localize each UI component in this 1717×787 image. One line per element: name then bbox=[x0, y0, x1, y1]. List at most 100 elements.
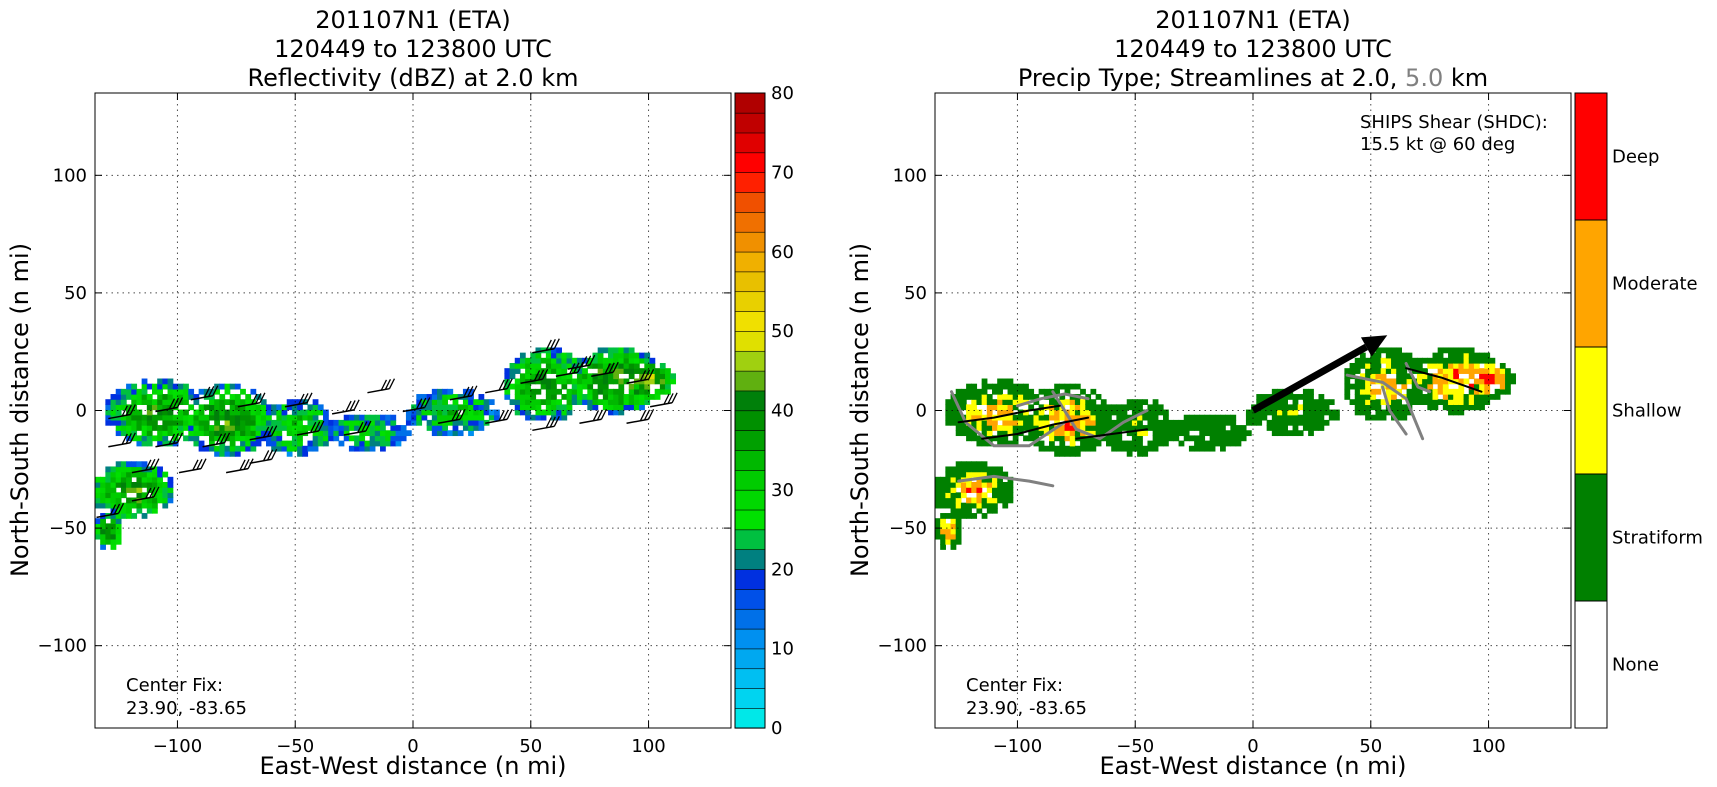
wind-barb bbox=[449, 385, 478, 401]
echo-cell bbox=[623, 368, 630, 374]
echo-cell bbox=[323, 440, 329, 447]
echo-cell bbox=[649, 394, 656, 400]
echo-cell bbox=[592, 373, 599, 380]
precip-cell bbox=[1194, 445, 1200, 452]
precip-cell bbox=[1225, 414, 1231, 421]
echo-cell bbox=[177, 414, 184, 421]
precip-cell bbox=[1442, 404, 1449, 411]
echo-cell bbox=[592, 394, 599, 400]
echo-cell bbox=[234, 450, 241, 457]
precip-cell bbox=[981, 378, 988, 385]
echo-cell bbox=[183, 399, 189, 405]
precip-cell bbox=[1328, 399, 1335, 405]
wind-barb-flag bbox=[467, 386, 474, 397]
precip-cell bbox=[940, 487, 946, 493]
precip-cell bbox=[1152, 445, 1159, 452]
precip-cell bbox=[966, 394, 972, 400]
streamline-5km bbox=[1404, 362, 1432, 394]
echo-cell bbox=[297, 440, 303, 447]
category-label: None bbox=[1612, 655, 1659, 676]
shear-value: 15.5 kt @ 60 deg bbox=[1360, 134, 1515, 155]
echo-cell bbox=[177, 425, 184, 431]
echo-cell bbox=[561, 414, 568, 421]
echo-cell bbox=[146, 507, 153, 514]
echo-cell bbox=[250, 414, 257, 421]
precip-cell bbox=[1147, 425, 1154, 431]
echo-cell bbox=[100, 544, 106, 550]
echo-cell bbox=[177, 419, 184, 426]
wind-barb-flag bbox=[549, 339, 556, 350]
echo-cell bbox=[110, 466, 117, 473]
precip-cell bbox=[986, 466, 993, 473]
echo-cell bbox=[654, 373, 661, 380]
wind-barb bbox=[532, 338, 560, 354]
precip-cell bbox=[1152, 425, 1159, 431]
streamlines bbox=[950, 362, 1483, 488]
echo-cell bbox=[385, 435, 391, 442]
wind-barb-flag bbox=[263, 450, 270, 461]
echo-cell bbox=[167, 409, 174, 416]
precip-cell bbox=[945, 466, 952, 473]
wind-barb-flag bbox=[451, 410, 458, 421]
echo-cell bbox=[442, 409, 448, 416]
echo-cell bbox=[193, 414, 200, 421]
echo-cell bbox=[157, 383, 163, 390]
precip-cell bbox=[1499, 388, 1506, 395]
echo-cell bbox=[234, 409, 241, 416]
precip-cell bbox=[1251, 419, 1257, 426]
precip-cell bbox=[1209, 425, 1216, 431]
precip-cell bbox=[1152, 404, 1159, 411]
precip-cell bbox=[1370, 352, 1377, 359]
echo-cell bbox=[369, 445, 376, 452]
echo-cell bbox=[312, 414, 319, 421]
echo-cell bbox=[354, 435, 360, 442]
echo-cell bbox=[509, 399, 516, 405]
precip-cell bbox=[1002, 487, 1009, 493]
precip-cell bbox=[1277, 414, 1283, 421]
echo-cell bbox=[234, 430, 241, 437]
precip-cell bbox=[1411, 362, 1418, 369]
echo-cell bbox=[162, 502, 169, 509]
precip-cell bbox=[1069, 414, 1076, 421]
precip-cell bbox=[1479, 404, 1485, 411]
precip-cell bbox=[1080, 419, 1086, 426]
precip-cell bbox=[1427, 399, 1434, 405]
precip-cell bbox=[1437, 383, 1444, 390]
precip-cell bbox=[1126, 440, 1133, 447]
precip-cell bbox=[966, 435, 972, 442]
echo-cell bbox=[644, 378, 651, 385]
echo-cell bbox=[421, 409, 428, 416]
precip-cell bbox=[1085, 419, 1092, 426]
wind-barb-flag bbox=[357, 421, 364, 433]
precip-cell bbox=[950, 487, 957, 493]
echo-cell bbox=[348, 425, 355, 431]
echo-cell bbox=[105, 502, 112, 509]
echo-cell bbox=[229, 394, 236, 400]
echo-cell bbox=[157, 471, 163, 478]
echo-cell bbox=[602, 362, 609, 369]
precip-cell bbox=[1318, 399, 1325, 405]
echo-cell bbox=[633, 388, 640, 395]
precip-cell bbox=[1318, 409, 1325, 416]
echo-cell bbox=[115, 404, 122, 411]
precip-xlabel: East-West distance (n mi) bbox=[1099, 752, 1406, 780]
echo-cell bbox=[234, 425, 241, 431]
echo-cell bbox=[234, 414, 241, 421]
echo-cell bbox=[131, 414, 138, 421]
wind-barb-flag bbox=[592, 410, 600, 421]
echo-cell bbox=[136, 487, 143, 493]
echo-cell bbox=[639, 404, 645, 411]
echo-cell bbox=[188, 388, 195, 395]
precip-cell bbox=[1365, 399, 1371, 405]
precip-cell bbox=[1054, 414, 1060, 421]
echo-cell bbox=[126, 502, 132, 509]
echo-cell bbox=[374, 440, 381, 447]
echo-cell bbox=[545, 383, 552, 390]
echo-cell bbox=[390, 435, 397, 442]
precip-cell bbox=[955, 538, 962, 545]
echo-cell bbox=[551, 383, 557, 390]
precip-cell bbox=[935, 476, 941, 483]
reflectivity-colorbar bbox=[734, 92, 766, 729]
echo-cell bbox=[405, 414, 412, 421]
precip-cell bbox=[960, 404, 967, 411]
